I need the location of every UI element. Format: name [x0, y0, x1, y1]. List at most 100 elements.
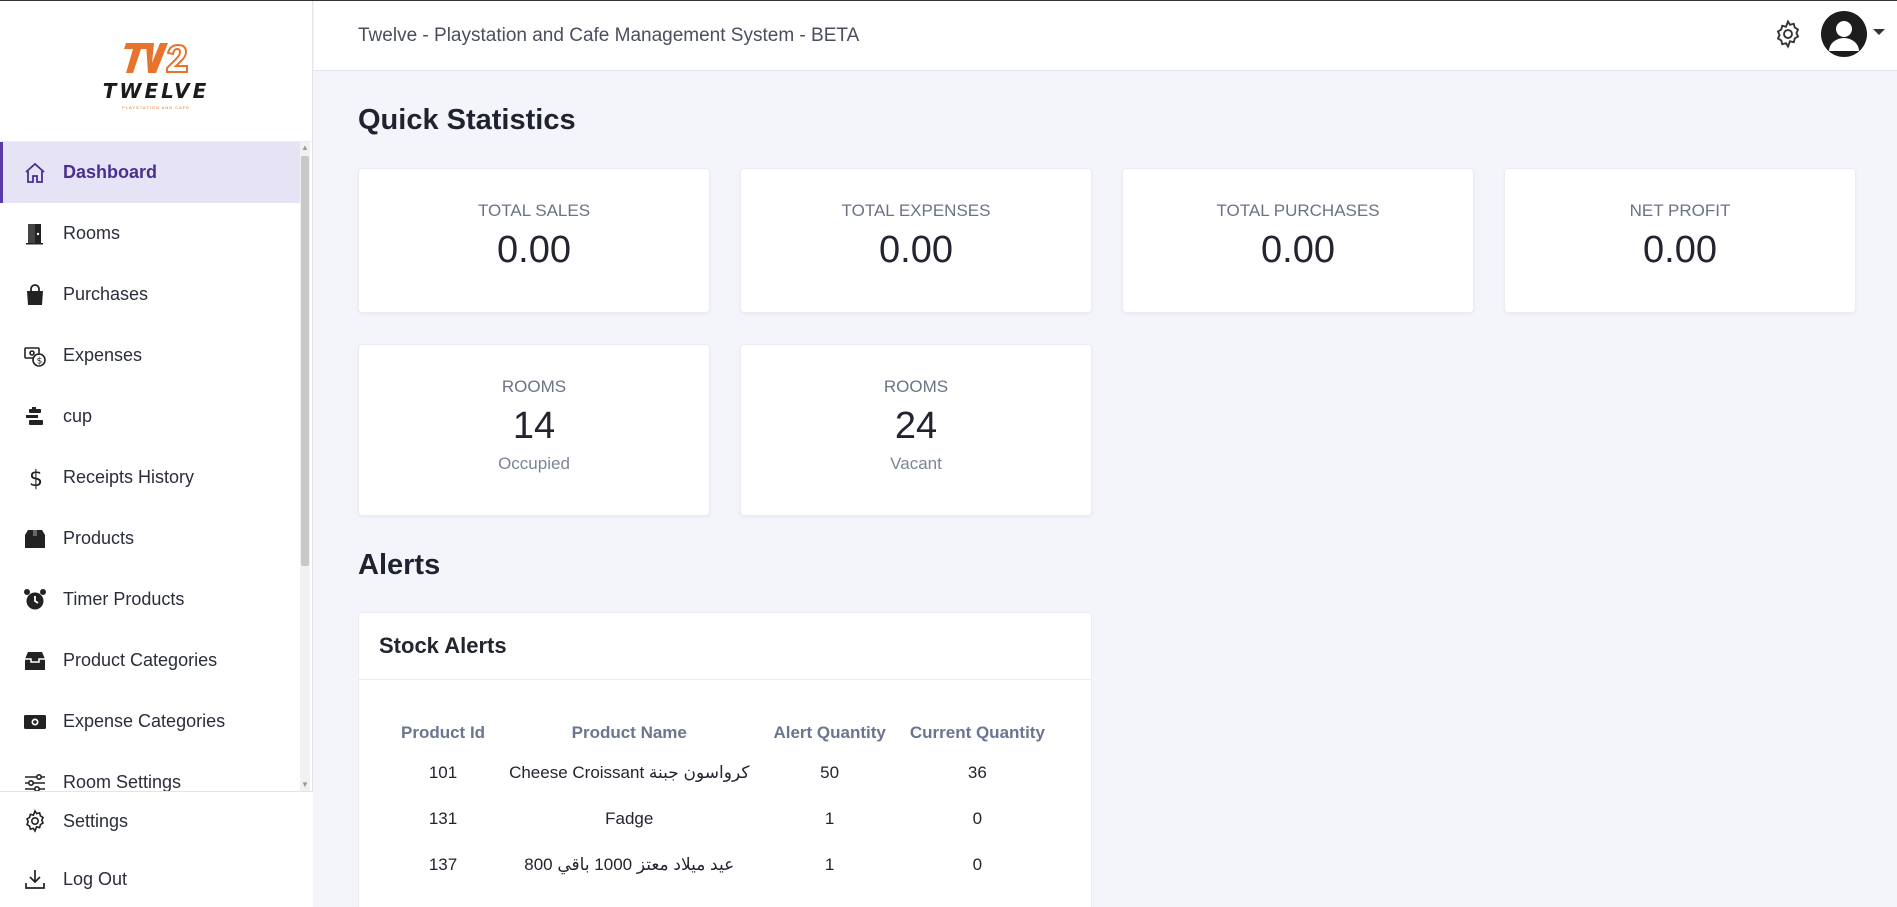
sidebar-item-purchases[interactable]: Purchases	[0, 264, 300, 325]
sidebar-item-timer-products[interactable]: Timer Products	[0, 569, 300, 630]
download-icon	[22, 866, 48, 892]
table-row: 131 Fadge 1 0	[389, 796, 1057, 842]
stat-value: 0.00	[497, 229, 571, 271]
stat-label: ROOMS	[883, 377, 949, 396]
cup-stack-icon	[22, 404, 48, 430]
cell-product-id: 101	[428, 763, 458, 782]
cell-product-id: 131	[428, 809, 458, 828]
cell-current-quantity: 0	[972, 855, 983, 874]
sidebar-item-rooms[interactable]: Rooms	[0, 203, 300, 264]
sidebar-item-label: Dashboard	[63, 162, 158, 182]
column-header: Product Name	[571, 723, 687, 742]
stat-value: 14	[512, 405, 556, 447]
sidebar-item-label: Expense Categories	[63, 711, 226, 731]
banknote-icon	[22, 709, 48, 735]
sidebar-item-label: Receipts History	[63, 467, 195, 487]
stat-label: NET PROFIT	[1629, 201, 1731, 220]
scroll-down-icon[interactable]: ▼	[301, 780, 309, 789]
scrollbar-thumb[interactable]	[301, 156, 309, 566]
quick-statistics-title: Quick Statistics	[358, 104, 576, 136]
stat-card-total-sales: TOTAL SALES 0.00	[358, 168, 710, 313]
stat-label: TOTAL PURCHASES	[1216, 201, 1380, 220]
logo-tagline: PLAYSTATION AND CAFE	[122, 104, 190, 110]
cell-product-id: 137	[428, 855, 458, 874]
sliders-icon	[22, 770, 48, 791]
sidebar-item-label: Rooms	[63, 223, 121, 243]
inbox-icon	[22, 648, 48, 674]
table-header-row: Product Id Product Name Alert Quantity C…	[389, 716, 1057, 750]
stat-value: 0.00	[1261, 229, 1335, 271]
sidebar-item-label: Expenses	[63, 345, 143, 365]
stat-value: 0.00	[1643, 229, 1717, 271]
sidebar-item-label: Timer Products	[63, 589, 185, 609]
box-icon	[22, 526, 48, 552]
user-avatar-icon[interactable]	[1821, 11, 1867, 57]
stat-sublabel: Occupied	[498, 454, 570, 473]
stat-label: TOTAL EXPENSES	[841, 201, 991, 220]
cell-product-name: Fadge	[605, 809, 654, 828]
page-header-title: Twelve - Playstation and Cafe Management…	[358, 24, 860, 46]
sidebar-item-room-settings[interactable]: Room Settings	[0, 752, 300, 791]
sidebar-item-receipts-history[interactable]: $ Receipts History	[0, 447, 300, 508]
sidebar-item-label: Products	[63, 528, 135, 548]
scroll-up-icon[interactable]: ▲	[301, 143, 309, 152]
sidebar-item-label: Product Categories	[63, 650, 218, 670]
sidebar-bottom: Settings Log Out	[0, 791, 313, 907]
cell-current-quantity: 0	[972, 809, 983, 828]
table-row: 137 عيد ميلاد معتز 1000 باقي 800 1 0	[389, 842, 1057, 888]
logo-text: TWELVE	[102, 78, 210, 103]
stock-alerts-card: Stock Alerts Product Id Product Name Ale…	[358, 612, 1092, 907]
sidebar-item-log-out[interactable]: Log Out	[0, 850, 300, 907]
svg-text:$: $	[29, 467, 43, 490]
stat-card-net-profit: NET PROFIT 0.00	[1504, 168, 1856, 313]
stock-alerts-title: Stock Alerts	[359, 613, 1091, 680]
sidebar-item-expense-categories[interactable]: Expense Categories	[0, 691, 300, 752]
sidebar: TWELVE PLAYSTATION AND CAFE Dashboard Ro…	[0, 1, 313, 907]
sidebar-item-settings[interactable]: Settings	[0, 792, 300, 850]
cell-current-quantity: 36	[967, 763, 987, 782]
stat-sublabel: Vacant	[890, 454, 942, 473]
sidebar-item-dashboard[interactable]: Dashboard	[0, 142, 300, 203]
alarm-clock-icon	[22, 587, 48, 613]
stat-value: 0.00	[879, 229, 953, 271]
sidebar-nav: Dashboard Rooms Purchases $ Expenses cup	[0, 142, 313, 791]
sidebar-item-label: Purchases	[63, 284, 149, 304]
column-header: Current Quantity	[909, 723, 1045, 742]
sidebar-item-cup[interactable]: cup	[0, 386, 300, 447]
gear-icon	[22, 808, 48, 834]
sidebar-scrollbar[interactable]: ▲ ▼	[300, 142, 310, 791]
top-header: Twelve - Playstation and Cafe Management…	[314, 1, 1897, 71]
cell-product-name: Cheese Croissant كرواسون جبنة	[509, 763, 750, 782]
sidebar-item-label: Log Out	[63, 868, 128, 889]
stat-value: 24	[894, 405, 938, 447]
sidebar-item-label: Room Settings	[63, 772, 182, 791]
column-header: Product Id	[401, 723, 486, 742]
table-row: 101 Cheese Croissant كرواسون جبنة 50 36	[389, 750, 1057, 796]
cell-product-name: عيد ميلاد معتز 1000 باقي 800	[524, 855, 735, 874]
stat-card-rooms-vacant: ROOMS 24 Vacant	[740, 344, 1092, 516]
stat-card-total-expenses: TOTAL EXPENSES 0.00	[740, 168, 1092, 313]
cell-alert-quantity: 1	[824, 809, 835, 828]
money-exchange-icon: $	[22, 343, 48, 369]
stat-card-rooms-occupied: ROOMS 14 Occupied	[358, 344, 710, 516]
alerts-title: Alerts	[358, 549, 441, 581]
logo-mark-icon	[124, 33, 188, 77]
app-logo[interactable]: TWELVE PLAYSTATION AND CAFE	[0, 1, 312, 142]
door-icon	[22, 221, 48, 247]
cell-alert-quantity: 50	[820, 763, 840, 782]
home-icon	[22, 160, 48, 186]
stock-alerts-table: Product Id Product Name Alert Quantity C…	[389, 716, 1057, 888]
stat-label: TOTAL SALES	[477, 201, 591, 220]
sidebar-item-label: cup	[63, 406, 93, 426]
sidebar-item-label: Settings	[63, 810, 129, 831]
cell-alert-quantity: 1	[824, 855, 835, 874]
sidebar-item-product-categories[interactable]: Product Categories	[0, 630, 300, 691]
shopping-bag-icon	[22, 282, 48, 308]
sidebar-item-expenses[interactable]: $ Expenses	[0, 325, 300, 386]
column-header: Alert Quantity	[773, 723, 886, 742]
stat-card-total-purchases: TOTAL PURCHASES 0.00	[1122, 168, 1474, 313]
dollar-icon: $	[22, 465, 48, 491]
settings-gear-icon[interactable]	[1773, 19, 1803, 49]
chevron-down-icon[interactable]	[1873, 29, 1885, 35]
sidebar-item-products[interactable]: Products	[0, 508, 300, 569]
